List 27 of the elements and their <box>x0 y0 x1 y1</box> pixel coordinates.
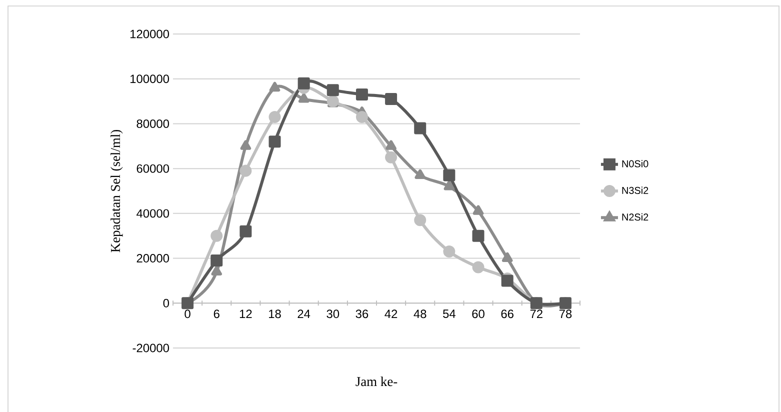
x-tick-label: 60 <box>472 310 484 318</box>
x-tick-label: 0 <box>184 310 190 318</box>
x-tick-label: 6 <box>214 310 220 318</box>
y-tick-label: 60000 <box>136 164 170 173</box>
y-tick-label: 100000 <box>130 74 170 84</box>
y-tick-label: 0 <box>163 298 170 308</box>
y-tick-label: 40000 <box>136 209 170 218</box>
y-axis-title: Kepadatan Sel (sel/ml) <box>110 130 123 252</box>
x-tick-label: 18 <box>269 310 281 318</box>
y-tick-label: 20000 <box>136 254 170 263</box>
x-tick-label: 48 <box>414 310 426 318</box>
y-tick-label: -20000 <box>132 344 170 352</box>
legend-label: N3Si2 <box>622 186 648 194</box>
x-tick-label: 66 <box>501 310 514 318</box>
legend-label: N2Si2 <box>622 213 648 221</box>
y-tick-label: 120000 <box>130 30 170 38</box>
x-tick-label: 42 <box>384 310 398 318</box>
x-tick-label: 54 <box>443 310 456 318</box>
legend-label: N0Si0 <box>622 160 648 168</box>
x-axis-title: Jam ke- <box>356 376 398 386</box>
x-tick-label: 78 <box>559 310 572 318</box>
x-tick-label: 30 <box>326 310 340 318</box>
x-tick-label: 24 <box>298 310 310 318</box>
x-tick-label: 36 <box>356 310 368 318</box>
y-tick-label: 80000 <box>136 119 170 128</box>
x-tick-label: 72 <box>530 310 542 318</box>
x-tick-label: 12 <box>240 310 252 318</box>
